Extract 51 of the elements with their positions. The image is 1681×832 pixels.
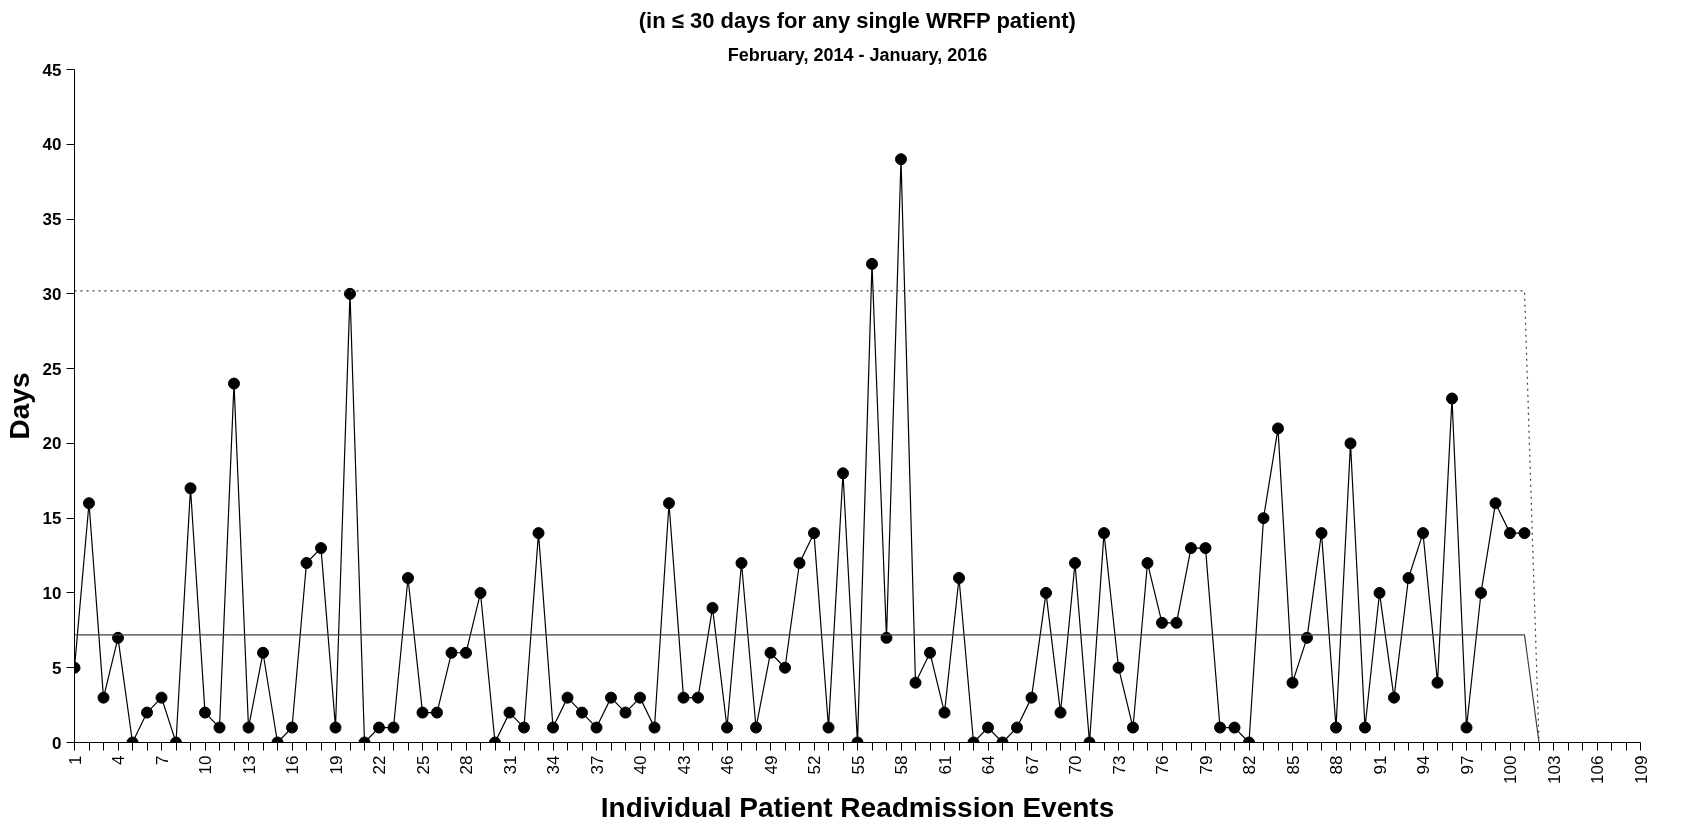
x-tick-label: 100 xyxy=(1501,755,1520,784)
y-tick-label: 20 xyxy=(42,434,62,454)
y-axis-title: Days xyxy=(3,372,35,440)
x-tick-label: 79 xyxy=(1196,755,1216,775)
x-tick-label: 70 xyxy=(1066,755,1085,775)
y-tick-label: 40 xyxy=(42,135,62,155)
x-tick-label: 4 xyxy=(109,755,128,765)
x-tick-label: 73 xyxy=(1109,755,1129,775)
y-tick-label: 0 xyxy=(52,733,62,753)
y-tick-label: 15 xyxy=(42,509,62,529)
x-tick-label: 106 xyxy=(1588,755,1607,784)
y-tick-label: 25 xyxy=(42,359,62,379)
x-tick-label: 25 xyxy=(413,755,433,775)
y-tick-label: 35 xyxy=(42,210,62,230)
x-tick-label: 109 xyxy=(1631,755,1651,784)
chart-subtitle: February, 2014 - January, 2016 xyxy=(727,44,988,65)
x-tick-label: 88 xyxy=(1327,755,1346,775)
x-tick-label: 7 xyxy=(152,755,172,765)
x-tick-label: 37 xyxy=(587,755,607,775)
chart-title: (in ≤ 30 days for any single WRFP patient) xyxy=(638,7,1076,33)
x-tick-label: 49 xyxy=(761,755,781,775)
x-axis-title: Individual Patient Readmission Events xyxy=(600,791,1115,823)
x-tick-label: 40 xyxy=(631,755,650,775)
y-tick-label: 10 xyxy=(42,583,62,603)
x-tick-label: 31 xyxy=(500,755,520,775)
x-tick-label: 64 xyxy=(979,755,998,775)
x-tick-label: 82 xyxy=(1240,755,1259,775)
y-tick-label: 30 xyxy=(42,284,62,304)
x-tick-label: 97 xyxy=(1457,755,1477,775)
x-tick-label: 52 xyxy=(805,755,824,775)
x-tick-label: 67 xyxy=(1022,755,1042,775)
y-tick-label: 45 xyxy=(42,60,62,80)
x-tick-label: 91 xyxy=(1370,755,1390,775)
x-tick-label: 43 xyxy=(674,755,694,775)
x-tick-label: 85 xyxy=(1283,755,1303,775)
x-tick-label: 22 xyxy=(370,755,389,775)
x-tick-label: 46 xyxy=(718,755,737,775)
x-tick-label: 58 xyxy=(892,755,911,775)
x-tick-label: 55 xyxy=(848,755,868,775)
x-tick-label: 34 xyxy=(544,755,563,775)
x-tick-label: 19 xyxy=(326,755,346,775)
x-tick-label: 13 xyxy=(239,755,259,775)
x-tick-label: 10 xyxy=(196,755,215,775)
x-tick-label: 1 xyxy=(65,755,85,765)
x-tick-label: 28 xyxy=(457,755,476,775)
x-tick-label: 16 xyxy=(283,755,302,775)
x-tick-label: 103 xyxy=(1544,755,1564,784)
x-tick-label: 76 xyxy=(1153,755,1172,775)
x-tick-label: 61 xyxy=(935,755,955,775)
y-tick-label: 5 xyxy=(52,658,62,678)
x-tick-label: 94 xyxy=(1414,755,1433,775)
